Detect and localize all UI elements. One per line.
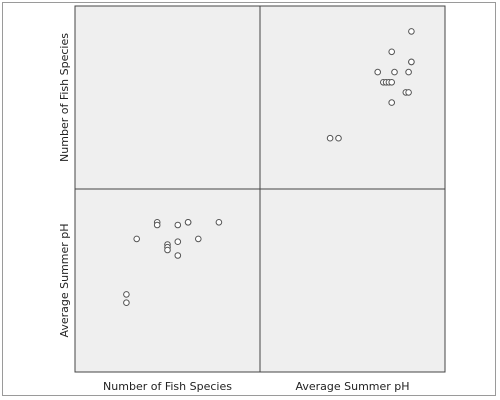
scatter-point-r0c1-1	[335, 134, 342, 142]
y-axis-label-fish-species: Number of Fish Species	[58, 33, 71, 162]
panel-row2-col1	[74, 188, 261, 373]
scatter-point-r1c0-13	[195, 235, 202, 243]
scatter-point-r1c0-2	[133, 235, 140, 243]
panel-row1-col1	[74, 5, 261, 190]
scatter-point-r1c0-7	[164, 246, 171, 254]
y-axis-label-summer-ph: Average Summer pH	[58, 223, 71, 337]
scatter-point-r0c1-12	[405, 68, 412, 76]
scatter-point-r1c0-4	[153, 221, 161, 229]
scatter-point-r1c0-9	[174, 238, 182, 245]
scatter-point-r0c1-8	[388, 99, 396, 106]
scatter-point-r1c0-12	[184, 219, 192, 226]
scatter-point-r0c1-6	[388, 79, 396, 86]
scatter-point-r0c1-15	[408, 28, 415, 35]
scatter-point-r0c1-9	[391, 68, 398, 76]
scatter-point-r1c0-8	[174, 252, 182, 259]
scatter-point-r1c0-14	[215, 219, 223, 226]
scatter-point-r1c0-1	[123, 291, 130, 298]
scatter-point-r0c1-11	[405, 89, 412, 96]
scatter-point-r0c1-14	[408, 58, 415, 66]
scatter-point-r0c1-2	[374, 68, 382, 76]
scatter-point-r1c0-0	[123, 299, 130, 307]
panel-row2-col2	[259, 188, 446, 373]
panel-row1-col2	[259, 5, 446, 190]
x-axis-label-summer-ph: Average Summer pH	[295, 380, 409, 393]
scatter-point-r0c1-0	[326, 134, 334, 142]
x-axis-label-fish-species: Number of Fish Species	[103, 380, 232, 393]
scatter-point-r0c1-7	[388, 48, 396, 56]
scatter-markers	[123, 28, 415, 307]
scatter-point-r1c0-10	[174, 221, 182, 229]
